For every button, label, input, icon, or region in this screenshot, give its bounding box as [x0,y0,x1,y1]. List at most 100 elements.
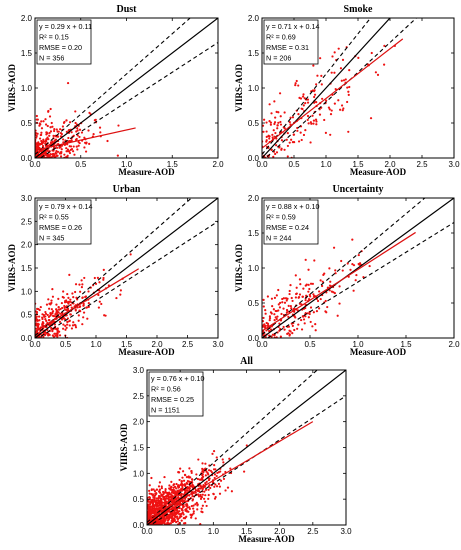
data-point [293,328,296,332]
y-tick-label: 0.5 [21,311,33,320]
data-point [151,510,154,514]
data-point [304,298,307,302]
data-point [191,478,194,481]
data-point [275,317,278,321]
data-point [347,130,350,133]
data-point [75,145,78,148]
data-point [185,515,188,518]
data-point [88,111,91,114]
data-point [189,513,192,516]
data-point [204,494,207,497]
data-point [166,493,170,496]
data-point [84,150,88,153]
x-axis-label: Measure-AOD [350,347,407,357]
envelope-lower-line [37,220,218,338]
data-point [184,474,187,477]
data-point [337,47,340,50]
y-tick-label: 1.5 [248,229,260,238]
data-point [182,505,185,508]
data-point [68,300,72,303]
y-tick-label: 2.5 [21,217,33,226]
data-point [194,503,197,506]
stats-line: R² = 0.69 [266,33,296,42]
data-point [277,121,280,124]
data-point [213,464,216,467]
data-point [54,313,57,316]
data-point [53,323,57,326]
data-point [208,477,211,480]
data-point [318,113,322,116]
data-point [204,488,208,491]
y-tick-label: 0.5 [248,119,260,128]
data-point [273,313,276,316]
data-point [119,289,122,292]
data-point [80,279,83,282]
data-point [70,327,74,330]
data-point [183,491,187,495]
data-point [290,307,293,310]
data-point [54,155,57,158]
data-point [39,133,42,137]
data-point [48,134,51,137]
data-point [56,150,60,153]
data-point [191,486,195,489]
data-point [215,485,219,488]
envelope-lower-line [264,18,418,158]
data-point [83,146,86,149]
data-point [336,314,339,317]
data-point [157,501,160,504]
data-point [53,153,56,156]
data-point [148,489,151,492]
data-point [188,467,191,470]
data-point [291,116,295,119]
data-point [66,81,70,85]
data-point [51,311,54,314]
data-point [291,299,294,303]
data-point [51,153,54,156]
data-point [304,101,307,105]
stats-box [263,19,319,65]
data-point [316,74,319,77]
data-point [309,320,312,324]
data-point [41,317,44,321]
data-point [222,461,225,464]
data-point [357,56,360,60]
data-point [273,334,276,337]
data-point [151,499,155,502]
data-point [64,324,67,327]
stats-line: y = 0.71 x + 0.14 [266,22,320,31]
fit-line [147,421,314,521]
data-point [203,490,206,493]
data-point [268,319,271,322]
data-point [46,144,50,147]
data-point [47,333,50,336]
data-point [224,489,227,492]
data-point [172,486,175,489]
data-point [268,137,271,140]
data-point [289,116,292,119]
stats-line: R² = 0.15 [39,33,69,42]
data-point [296,126,299,130]
data-point [185,508,188,511]
data-point [286,132,289,135]
data-point [57,308,61,311]
data-point [369,117,373,120]
data-point [347,93,350,96]
data-point [81,283,84,286]
x-tick-label: 1.5 [352,160,364,169]
data-point [282,297,286,300]
data-point [169,511,172,514]
data-point [288,121,291,124]
data-point [62,290,65,293]
data-point [63,304,66,308]
x-tick-label: 1.5 [167,160,179,169]
envelope-upper-line [35,18,191,155]
data-point [321,284,324,288]
data-point [265,321,268,325]
data-point [190,504,193,508]
data-point [292,133,295,136]
data-point [68,273,71,276]
data-point [183,517,187,520]
data-point [173,518,176,521]
data-point [45,303,49,306]
